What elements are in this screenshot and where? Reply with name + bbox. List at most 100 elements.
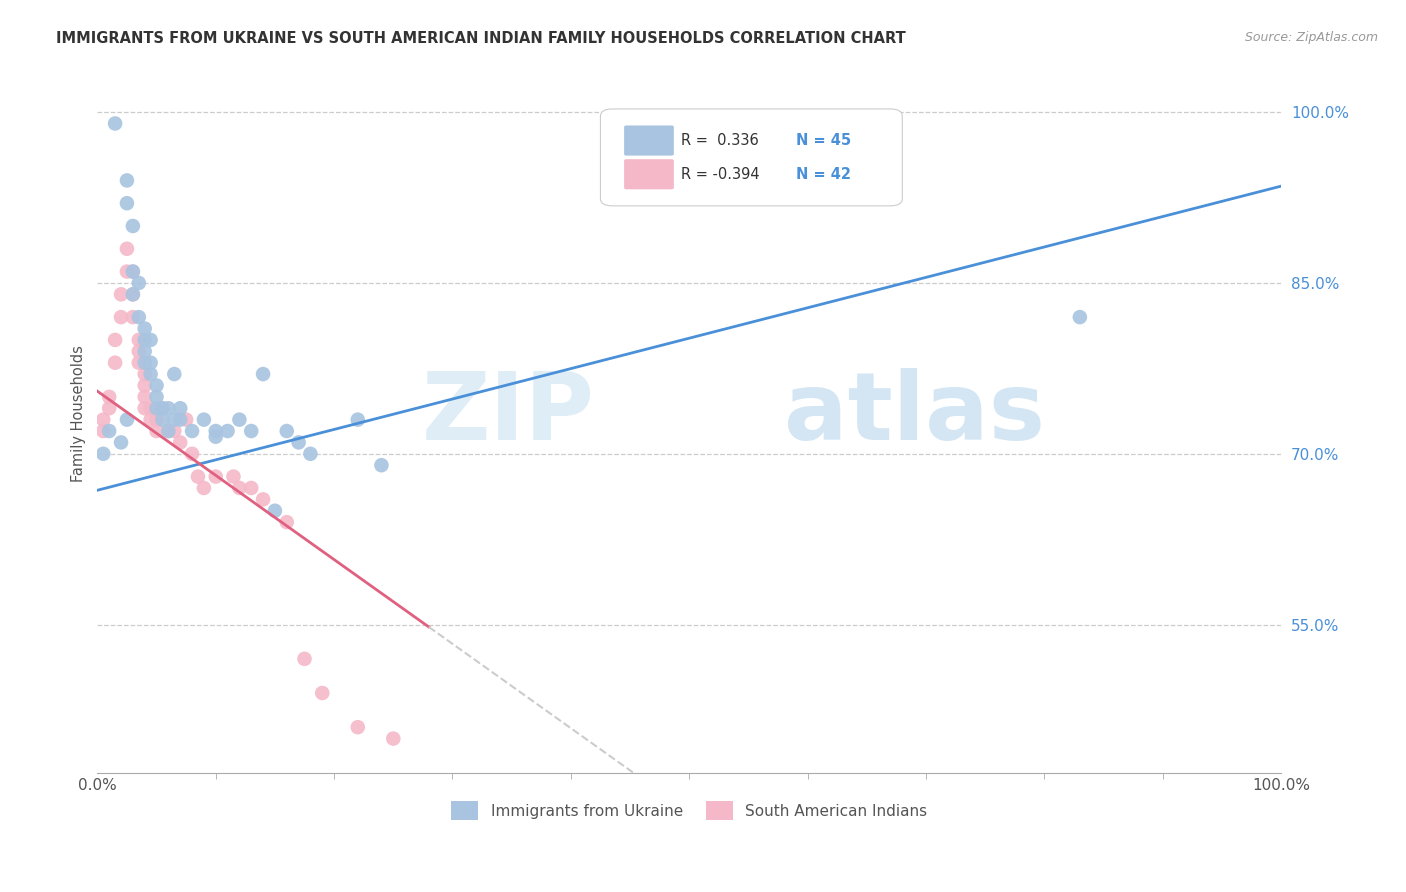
Point (174, 412, 197, 426)
Point (121, 310, 143, 325)
Point (181, 447, 204, 461)
Point (134, 401, 156, 416)
Text: Source: ZipAtlas.com: Source: ZipAtlas.com (1244, 31, 1378, 45)
Point (121, 287, 143, 301)
Point (115, 264, 138, 278)
Point (157, 401, 180, 416)
Point (121, 287, 143, 301)
Point (115, 173, 138, 187)
Point (104, 116, 127, 130)
Point (152, 401, 174, 416)
Point (139, 412, 162, 426)
Point (98, 424, 121, 438)
Point (121, 219, 143, 233)
Point (121, 264, 143, 278)
Point (134, 356, 156, 370)
Point (299, 447, 322, 461)
Point (217, 424, 239, 438)
Point (145, 401, 167, 416)
Text: R =  0.336: R = 0.336 (681, 133, 759, 148)
Point (145, 424, 167, 438)
Point (187, 469, 209, 483)
Point (204, 430, 226, 444)
Point (276, 515, 298, 529)
FancyBboxPatch shape (624, 126, 673, 155)
Text: atlas: atlas (785, 368, 1045, 460)
Point (252, 492, 274, 507)
Point (228, 481, 250, 495)
Point (1069, 310, 1091, 325)
Point (264, 504, 287, 518)
Point (110, 310, 132, 325)
Point (139, 333, 162, 347)
Text: R = -0.394: R = -0.394 (681, 167, 759, 182)
Point (121, 264, 143, 278)
Point (91, 424, 114, 438)
Point (110, 287, 132, 301)
Point (193, 412, 215, 426)
Point (145, 390, 167, 404)
Point (276, 424, 298, 438)
Point (370, 458, 392, 473)
Point (110, 435, 132, 450)
Point (169, 435, 191, 450)
Point (157, 424, 180, 438)
Point (134, 344, 156, 359)
Legend: Immigrants from Ukraine, South American Indians: Immigrants from Ukraine, South American … (444, 796, 934, 826)
Point (228, 412, 250, 426)
Point (134, 378, 156, 392)
Point (139, 356, 162, 370)
Point (128, 310, 150, 325)
Point (98, 390, 121, 404)
Point (128, 344, 150, 359)
Point (240, 481, 263, 495)
Point (193, 481, 215, 495)
Point (104, 356, 127, 370)
Text: IMMIGRANTS FROM UKRAINE VS SOUTH AMERICAN INDIAN FAMILY HOUSEHOLDS CORRELATION C: IMMIGRANTS FROM UKRAINE VS SOUTH AMERICA… (56, 31, 905, 46)
Point (163, 367, 186, 381)
Text: N = 42: N = 42 (796, 167, 851, 182)
Text: ZIP: ZIP (422, 368, 595, 460)
Point (128, 333, 150, 347)
Point (222, 469, 245, 483)
Point (152, 412, 174, 426)
Text: N = 45: N = 45 (796, 133, 851, 148)
Point (115, 242, 138, 256)
Point (145, 412, 167, 426)
Point (134, 333, 156, 347)
Point (163, 412, 186, 426)
Point (204, 424, 226, 438)
FancyBboxPatch shape (624, 159, 673, 189)
Point (134, 390, 156, 404)
Point (91, 447, 114, 461)
Point (134, 321, 156, 335)
Point (294, 652, 316, 666)
Point (104, 333, 127, 347)
Point (139, 401, 162, 416)
Y-axis label: Family Households: Family Households (72, 345, 86, 483)
Point (252, 367, 274, 381)
Point (145, 378, 167, 392)
Point (115, 412, 138, 426)
Point (98, 401, 121, 416)
Point (91, 412, 114, 426)
Point (382, 731, 405, 746)
Point (128, 276, 150, 290)
Point (115, 196, 138, 211)
Point (346, 720, 368, 734)
Point (311, 686, 333, 700)
Point (169, 412, 191, 426)
Point (128, 356, 150, 370)
Point (287, 435, 309, 450)
FancyBboxPatch shape (600, 109, 903, 206)
Point (240, 424, 263, 438)
Point (204, 469, 226, 483)
Point (139, 367, 162, 381)
Point (169, 401, 191, 416)
Point (134, 367, 156, 381)
Point (152, 401, 174, 416)
Point (157, 424, 180, 438)
Point (181, 424, 204, 438)
Point (346, 412, 368, 426)
Point (163, 424, 186, 438)
